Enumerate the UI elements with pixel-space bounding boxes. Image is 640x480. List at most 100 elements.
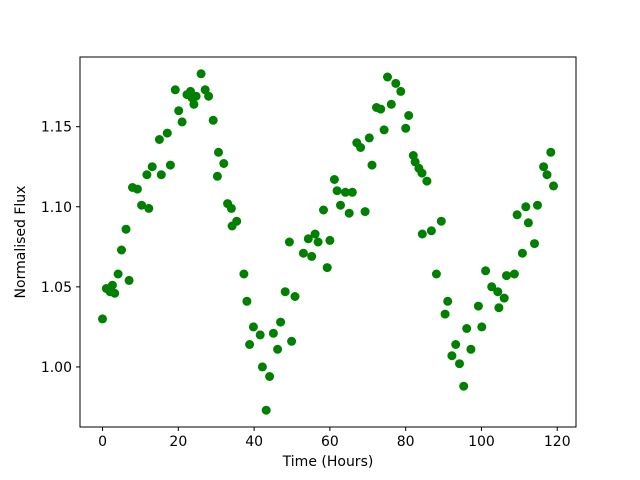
x-tick-label: 60 [321,434,339,450]
data-point [417,229,427,239]
data-point [533,200,542,210]
y-tick-label: 1.15 [41,120,72,136]
data-point [177,117,187,127]
data-point [170,85,180,95]
data-point [336,200,345,210]
data-point [549,181,558,191]
x-axis-label: Time (Hours) [282,454,374,470]
data-point [214,147,223,157]
plot-frame [79,56,577,428]
data-point [367,160,377,170]
data-point [539,162,549,172]
data-point [273,344,283,354]
data-point [340,187,350,197]
data-point [426,226,436,236]
data-point [248,322,258,332]
data-point [156,170,166,180]
data-point [113,269,123,279]
data-point [325,235,335,245]
data-point [396,86,406,96]
y-tick-label: 1.00 [41,360,72,376]
y-tick-label: 1.10 [41,200,72,216]
data-point [360,207,370,217]
data-point [287,336,297,346]
data-point [376,104,386,114]
data-point [117,245,126,255]
data-point [147,162,157,172]
data-point [455,359,464,369]
data-point [383,72,392,82]
data-point [208,115,218,125]
data-point [154,135,164,144]
data-point [265,372,275,381]
data-point [473,301,483,311]
data-point [523,218,533,228]
data-point [466,344,476,354]
data-point [436,216,446,226]
x-tick-label: 100 [468,434,495,450]
x-tick-label: 80 [397,434,415,450]
data-point [521,202,531,212]
data-point [313,237,323,247]
x-tick-label: 20 [169,434,187,450]
data-point [344,208,354,218]
data-point [502,271,511,281]
data-point [245,340,255,349]
x-tick-label: 40 [245,434,263,450]
data-point [332,186,342,196]
data-point [239,269,249,279]
data-point [530,239,539,249]
data-point [477,322,487,332]
data-point [487,282,497,292]
data-point [417,168,427,178]
data-point [268,328,278,338]
data-point [137,200,147,210]
data-point [440,309,450,319]
data-point [110,288,120,298]
y-tick-label: 1.05 [41,280,72,296]
data-point [98,314,107,324]
data-point [459,381,469,391]
data-point [226,203,236,213]
data-point [196,69,206,79]
data-point [303,234,313,244]
data-point [162,128,172,138]
data-point [144,203,154,213]
data-point [546,147,556,157]
data-point [310,229,320,239]
data-point [517,248,527,258]
data-point [512,210,522,220]
data-point [329,175,339,184]
data-point [462,324,472,333]
data-point [494,303,504,313]
data-point [447,351,457,361]
data-point [290,292,300,301]
data-point [174,106,184,116]
data-point [322,263,332,273]
data-point [379,125,389,135]
data-point [431,269,441,279]
data-point [255,330,265,340]
data-point [242,296,252,306]
data-point [165,160,175,170]
data-point [257,362,267,372]
data-point [451,340,461,349]
data-point [212,171,222,181]
data-point [422,176,432,186]
data-point [347,187,357,197]
y-axis-label: Normalised Flux [13,185,29,299]
data-point [280,287,290,297]
x-tick-label: 120 [544,434,571,450]
data-point [124,275,134,285]
data-point [261,405,271,415]
data-point [391,78,401,88]
data-point [132,184,142,194]
data-point [307,251,317,261]
data-point [189,99,199,109]
data-point [356,143,366,152]
data-point [499,293,509,303]
data-point [284,237,294,247]
data-point [107,280,117,290]
